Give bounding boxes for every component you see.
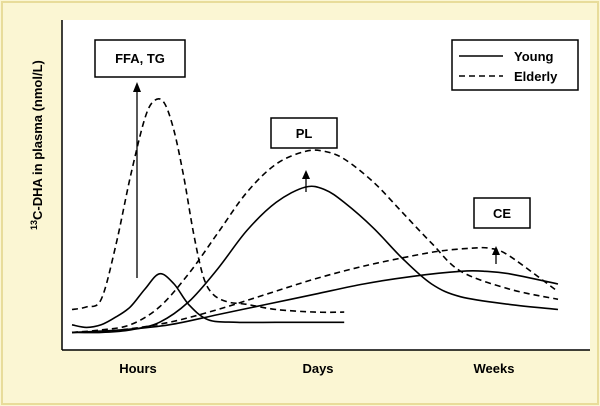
series-line-pl-elderly [71, 149, 559, 334]
legend: Young Elderly [451, 39, 579, 91]
y-axis-label-sup: 13 [29, 220, 39, 230]
arrow-ffa-tg [133, 82, 141, 278]
x-tick-hours: Hours [119, 361, 157, 376]
annotation-ffa-tg: FFA, TG [94, 39, 186, 78]
annotation-ce-text: CE [493, 206, 511, 221]
annotation-pl-text: PL [296, 126, 313, 141]
arrow-ce [492, 246, 500, 264]
series-line-ce-young [71, 269, 559, 334]
series-line-ffa-tg-elderly [71, 97, 345, 314]
x-tick-weeks: Weeks [474, 361, 515, 376]
x-tick-days: Days [302, 361, 333, 376]
annotation-pl: PL [270, 117, 338, 149]
annotation-ce: CE [473, 197, 531, 229]
y-axis-label: 13C-DHA in plasma (nmol/L) [29, 60, 45, 230]
legend-box [451, 39, 579, 91]
legend-label-elderly: Elderly [514, 69, 558, 84]
legend-label-young: Young [514, 49, 554, 64]
series-line-ce-elderly [71, 246, 559, 334]
annotation-ffa-tg-text: FFA, TG [115, 51, 165, 66]
y-axis-label-text: C-DHA in plasma (nmol/L) [30, 60, 45, 220]
arrow-pl [302, 170, 310, 192]
series-line-pl-young [71, 185, 559, 334]
series-layer [71, 97, 559, 334]
series-line-ffa-tg-young [71, 272, 345, 329]
